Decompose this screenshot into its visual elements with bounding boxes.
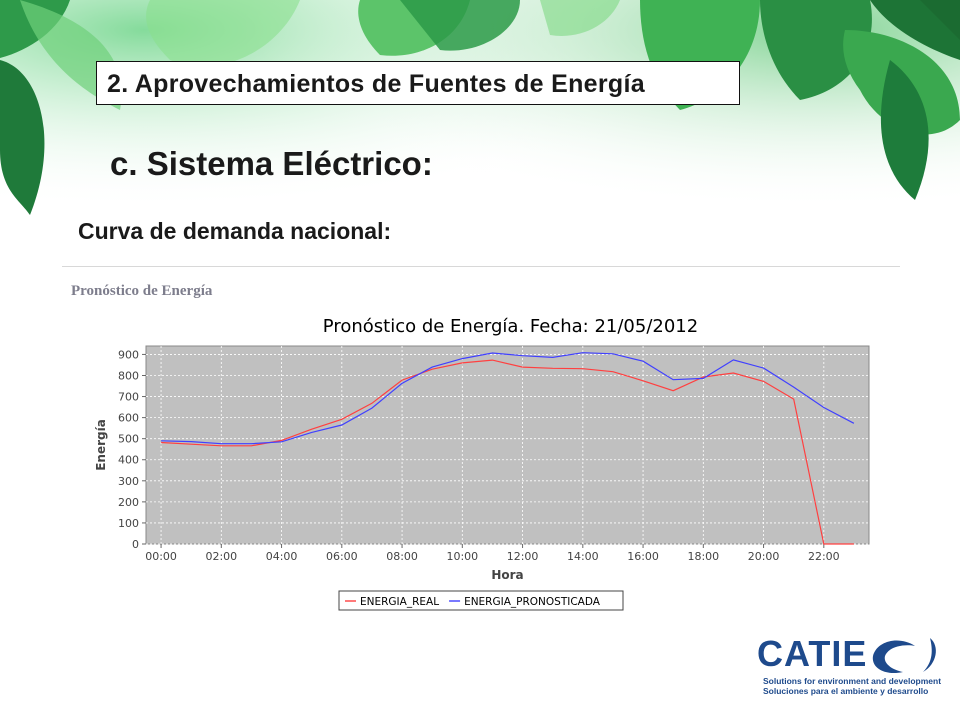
y-tick-label: 200 (118, 496, 139, 509)
panel-title: Pronóstico de Energía (71, 283, 213, 299)
x-tick-label: 00:00 (145, 550, 177, 563)
y-tick-label: 800 (118, 369, 139, 382)
x-tick-label: 22:00 (808, 550, 840, 563)
x-axis-label: Hora (491, 568, 523, 582)
x-tick-label: 12:00 (507, 550, 539, 563)
x-tick-label: 08:00 (386, 550, 418, 563)
y-tick-label: 700 (118, 391, 139, 404)
slide-title: c. Sistema Eléctrico: (110, 145, 433, 182)
chart-lines (161, 352, 855, 545)
y-tick-label: 500 (118, 433, 139, 446)
x-tick-label: 14:00 (567, 550, 599, 563)
section-label: 2. Aprovechamientos de Fuentes de Energí… (107, 70, 645, 98)
x-tick-label: 06:00 (326, 550, 358, 563)
legend-box (338, 590, 624, 611)
series-line-energia_real (161, 359, 854, 545)
series-line-energia_pronosticada (161, 352, 855, 445)
y-tick-label: 0 (132, 538, 139, 551)
plot-area (145, 345, 870, 545)
legend-label: ENERGIA_PRONOSTICADA (464, 596, 601, 608)
divider (62, 266, 900, 267)
x-tick-label: 10:00 (446, 550, 478, 563)
x-tick-label: 20:00 (748, 550, 780, 563)
y-tick-label: 100 (118, 517, 139, 530)
logo-tagline-en: Solutions for environment and developmen… (763, 676, 941, 686)
x-tick-label: 16:00 (627, 550, 659, 563)
x-tick-label: 18:00 (687, 550, 719, 563)
y-tick-label: 600 (118, 412, 139, 425)
section-label-box: 2. Aprovechamientos de Fuentes de Energí… (96, 61, 740, 105)
logo-tagline-es: Soluciones para el ambiente y desarrollo (763, 686, 928, 696)
slide-subtitle: Curva de demanda nacional: (78, 218, 392, 244)
y-tick-label: 400 (118, 454, 139, 467)
chart-legend: ENERGIA_REAL ENERGIA_PRONOSTICADA (338, 590, 624, 611)
chart-text: 0 100 200 300 400 500 600 700 800 900 00:00 02:00 04… (94, 316, 840, 611)
y-axis-label: Energía (94, 419, 108, 471)
legend-label: ENERGIA_REAL (360, 596, 439, 608)
catie-logo: CATIE Solutions for environment and deve… (757, 633, 941, 696)
chart-title: Pronóstico de Energía. Fecha: 21/05/2012 (323, 316, 698, 337)
x-tick-label: 04:00 (266, 550, 298, 563)
y-tick-label: 900 (118, 348, 139, 361)
y-tick-label: 300 (118, 475, 139, 488)
chart-grid (142, 345, 870, 548)
svg-text:CATIE: CATIE (757, 633, 867, 674)
x-tick-label: 02:00 (205, 550, 237, 563)
